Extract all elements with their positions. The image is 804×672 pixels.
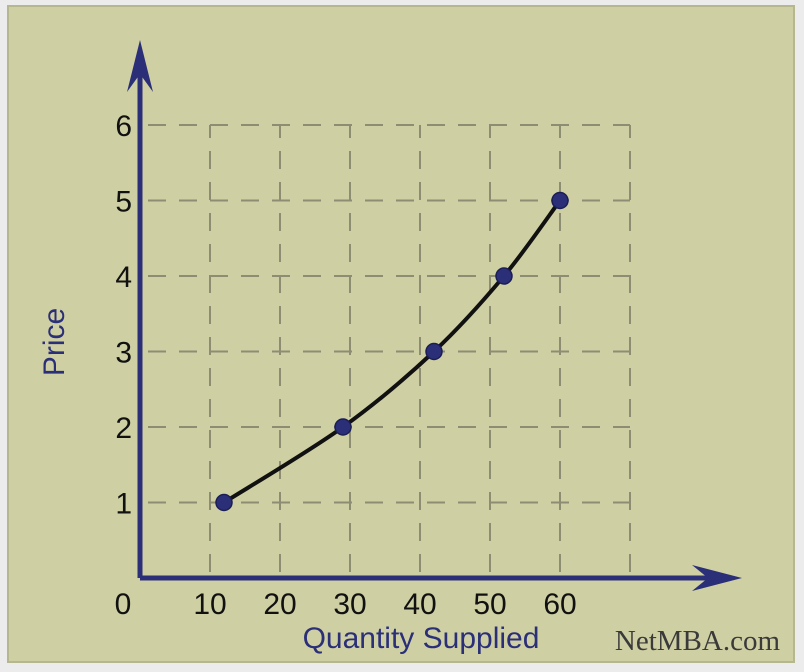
x-tick-label-30: 30 (333, 588, 366, 621)
y-axis-arrow (127, 40, 153, 92)
credit-label: NetMBA.com (615, 625, 781, 657)
data-point-3 (425, 342, 443, 361)
x-axis-label: Quantity Supplied (303, 622, 540, 655)
axes (127, 40, 742, 591)
y-tick-label-2: 2 (115, 412, 132, 445)
y-tick-label-6: 6 (115, 110, 132, 143)
chart-panel (7, 5, 795, 663)
y-tick-label-1: 1 (115, 488, 132, 521)
grid (148, 124, 631, 572)
x-tick-label-50: 50 (473, 588, 506, 621)
data-point-5 (551, 191, 569, 210)
origin-label: 0 (115, 588, 132, 621)
data-point-2 (334, 418, 352, 436)
x-tick-label-40: 40 (403, 588, 436, 621)
data-point-4 (495, 267, 513, 285)
series (215, 191, 569, 512)
y-tick-label-3: 3 (115, 337, 132, 370)
tick-labels: 1 2 3 4 5 6 10 20 30 40 50 60 0 (115, 110, 577, 621)
x-tick-label-20: 20 (263, 588, 296, 621)
x-tick-label-60: 60 (543, 588, 576, 621)
y-tick-label-5: 5 (115, 186, 132, 219)
y-tick-label-4: 4 (115, 261, 132, 294)
data-point-1 (215, 493, 233, 512)
x-axis-arrow (692, 565, 742, 591)
x-tick-label-10: 10 (193, 588, 226, 621)
y-axis-label: Price (38, 308, 71, 376)
